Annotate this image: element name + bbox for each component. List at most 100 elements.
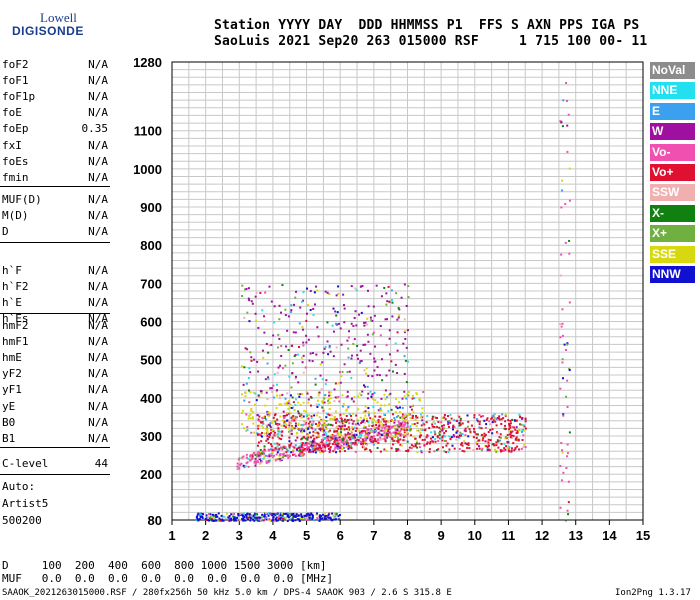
echo-point [288,406,291,409]
echo-point [303,409,306,412]
echo-point [217,519,220,522]
echo-point [242,519,245,522]
echo-point [356,357,359,360]
echo-point [423,444,426,447]
echo-point [276,513,279,516]
echo-point [229,518,232,521]
echo-point [419,431,422,434]
echo-point [318,444,321,447]
echo-point [215,519,218,522]
x-tick-label: 1 [168,528,175,543]
echo-point [359,416,362,419]
echo-point [401,426,404,429]
echo-point [346,428,349,431]
echo-point [392,435,395,438]
echo-point [277,448,280,451]
echo-point [328,414,331,417]
echo-point [257,394,260,397]
echo-point [209,513,212,516]
echo-point [361,438,364,441]
echo-point [239,512,242,515]
echo-point [248,513,251,516]
echo-point [458,447,461,450]
echo-point [373,357,376,360]
echo-point [279,453,282,456]
echo-point [403,431,406,434]
echo-point [263,315,266,318]
legend-item-e: E [650,102,695,120]
echo-point [265,424,268,427]
echo-point [405,449,408,452]
echo-point [351,397,354,400]
echo-point [256,519,259,522]
echo-point [393,431,396,434]
echo-point [268,436,271,439]
echo-point [296,436,299,439]
echo-point [318,416,321,419]
echo-point [566,150,569,153]
echo-point [245,453,248,456]
echo-point [195,516,198,519]
echo-point [300,431,303,434]
echo-point [328,346,331,349]
echo-point [475,433,478,436]
echo-point [291,517,294,520]
echo-point [271,449,274,452]
echo-point [242,409,245,412]
echo-point [335,418,338,421]
echo-point [460,443,463,446]
echo-point [411,397,414,400]
echo-point [223,515,226,518]
echo-point [339,413,342,416]
echo-point [476,420,479,423]
echo-point [354,310,357,313]
echo-point [379,415,382,418]
echo-point [321,406,324,409]
echo-point [371,418,374,421]
echo-point [202,513,205,516]
echo-point [404,415,407,418]
param-value: N/A [88,138,108,152]
echo-point [496,439,499,442]
echo-point [307,427,310,430]
echo-point [412,415,415,418]
echo-point [389,432,392,435]
echo-point [311,427,314,430]
echo-point [409,405,412,408]
echo-point [291,513,294,516]
echo-point [395,292,398,295]
echo-point [400,428,403,431]
x-tick-label: 10 [468,528,482,543]
echo-point [268,517,271,520]
echo-point [491,421,494,424]
echo-point [498,418,501,421]
echo-point [309,445,312,448]
echo-point [277,519,280,522]
echo-point [266,432,269,435]
echo-point [331,437,334,440]
echo-point [332,514,335,517]
echo-point [365,447,368,450]
echo-point [328,512,331,515]
echo-point [333,434,336,437]
echo-point [367,414,370,417]
echo-point [308,431,311,434]
echo-point [282,410,285,413]
echo-point [373,314,376,317]
param-value: N/A [88,154,108,168]
echo-point [328,408,331,411]
echo-point [320,419,323,422]
echo-point [236,465,239,468]
echo-point [406,421,409,424]
echo-point [329,397,332,400]
echo-point [331,433,334,436]
echo-point [367,424,370,427]
echo-point [352,325,355,328]
echo-point [305,410,308,413]
echo-point [281,284,284,287]
echo-point [325,428,328,431]
echo-point [240,462,243,465]
echo-point [349,441,352,444]
echo-point [456,435,459,438]
echo-point [345,408,348,411]
